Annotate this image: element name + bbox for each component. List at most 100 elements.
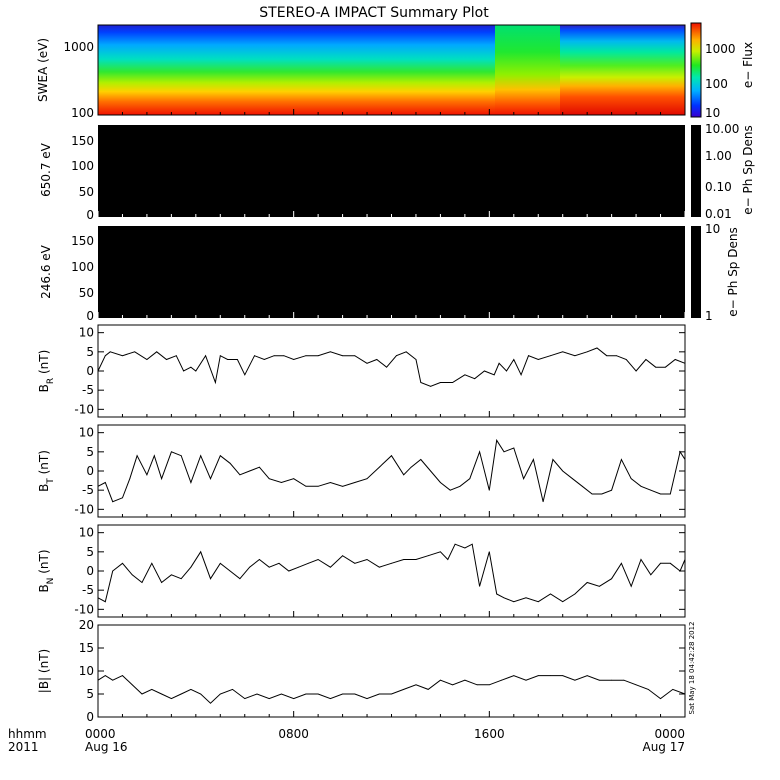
colorbar-flux-tick-10: 10 <box>705 106 720 120</box>
swea-ylabel: SWEA (eV) <box>36 38 50 102</box>
pad-650-ytick-0: 0 <box>86 208 94 222</box>
ytick-label: 10 <box>79 526 94 540</box>
data-point <box>122 562 123 564</box>
data-point <box>112 679 114 681</box>
data-point <box>647 689 649 690</box>
colorbar-pad-246: 10 1 e− Ph Sp Dens <box>691 222 740 323</box>
data-point <box>506 370 507 372</box>
data-point <box>219 355 221 357</box>
br-ylabel: BR (nT) <box>37 350 56 393</box>
data-point <box>669 562 671 564</box>
swea-variation <box>380 25 495 115</box>
data-point <box>366 698 368 699</box>
time-tick-label: 0000 <box>654 727 685 741</box>
data-point <box>366 559 368 560</box>
data-point <box>454 543 456 545</box>
ytick-label: 0 <box>86 710 94 724</box>
data-point <box>200 551 202 553</box>
colorbar-flux-tick-100: 100 <box>705 77 728 91</box>
date-tick-label: Aug 17 <box>642 740 685 754</box>
data-point <box>268 478 270 480</box>
data-point <box>616 355 617 357</box>
data-point <box>283 355 285 357</box>
colorbar-650-tick-10: 10.00 <box>705 122 739 136</box>
data-point <box>180 693 182 695</box>
colorbar-246-tick-10: 10 <box>705 222 720 236</box>
data-point <box>305 485 307 487</box>
data-point <box>151 562 153 564</box>
data-point <box>496 593 498 595</box>
data-point <box>122 355 123 357</box>
pad-650-ytick-150: 150 <box>71 134 94 148</box>
data-point <box>153 455 155 457</box>
data-point <box>281 693 282 695</box>
data-point <box>259 466 260 468</box>
data-point <box>396 355 397 357</box>
data-point <box>479 585 480 587</box>
data-point <box>655 366 657 368</box>
data-point <box>459 485 461 487</box>
data-point <box>354 693 356 695</box>
data-point <box>180 578 182 580</box>
data-point <box>640 559 642 560</box>
data-point <box>229 462 231 464</box>
data-point <box>378 693 380 695</box>
data-point <box>452 382 453 383</box>
data-point <box>391 455 392 457</box>
data-point <box>227 359 229 360</box>
data-point <box>513 359 515 360</box>
data-point <box>550 355 551 357</box>
data-point <box>104 601 106 603</box>
data-point <box>376 359 378 360</box>
data-point <box>674 359 676 360</box>
colorbar-650-label: e− Ph Sp Dens <box>741 125 755 214</box>
data-point <box>183 370 185 372</box>
ytick-label: 0 <box>86 464 94 478</box>
data-point <box>625 359 627 360</box>
data-point <box>684 362 686 364</box>
bn-panel: 10 5 0 -5 -10 BN (nT) <box>37 524 686 618</box>
colorbar-pad-246-scale <box>691 226 701 318</box>
br-panel: 10 5 0 -5 -10 BR (nT) <box>37 324 686 418</box>
data-point <box>298 566 299 568</box>
data-point <box>469 478 471 480</box>
data-point <box>281 482 282 483</box>
data-point <box>660 493 661 495</box>
data-point <box>586 675 588 676</box>
data-point <box>427 689 429 690</box>
data-point <box>293 478 295 480</box>
data-point <box>378 566 380 568</box>
data-point <box>366 478 368 480</box>
data-point <box>562 601 564 603</box>
data-point <box>501 679 502 681</box>
data-point <box>210 578 211 580</box>
data-point <box>669 493 671 495</box>
data-point <box>146 359 148 360</box>
data-point <box>611 489 612 491</box>
data-point <box>513 447 515 449</box>
data-point <box>684 459 686 460</box>
time-tick-label: 0000 <box>85 727 116 741</box>
data-point <box>574 593 576 595</box>
data-point <box>146 474 148 476</box>
data-point <box>141 582 143 583</box>
data-point <box>391 562 392 564</box>
swea-panel: SWEA (eV) 1000 100 <box>36 24 686 120</box>
data-point <box>317 355 319 357</box>
data-point <box>574 679 576 681</box>
data-point <box>440 482 441 483</box>
swea-late-interval <box>560 25 685 115</box>
data-point <box>493 374 495 376</box>
data-point <box>562 470 564 472</box>
data-point <box>104 355 106 357</box>
br-frame <box>97 324 686 418</box>
plot-title: STEREO-A IMPACT Summary Plot <box>259 5 489 21</box>
data-point <box>97 485 99 487</box>
data-point <box>679 570 681 572</box>
data-point <box>278 562 280 564</box>
bt-ylabel: BT (nT) <box>37 450 56 492</box>
data-point <box>660 562 661 564</box>
colorbar-246-label: e− Ph Sp Dens <box>726 227 740 316</box>
data-point <box>537 601 539 603</box>
